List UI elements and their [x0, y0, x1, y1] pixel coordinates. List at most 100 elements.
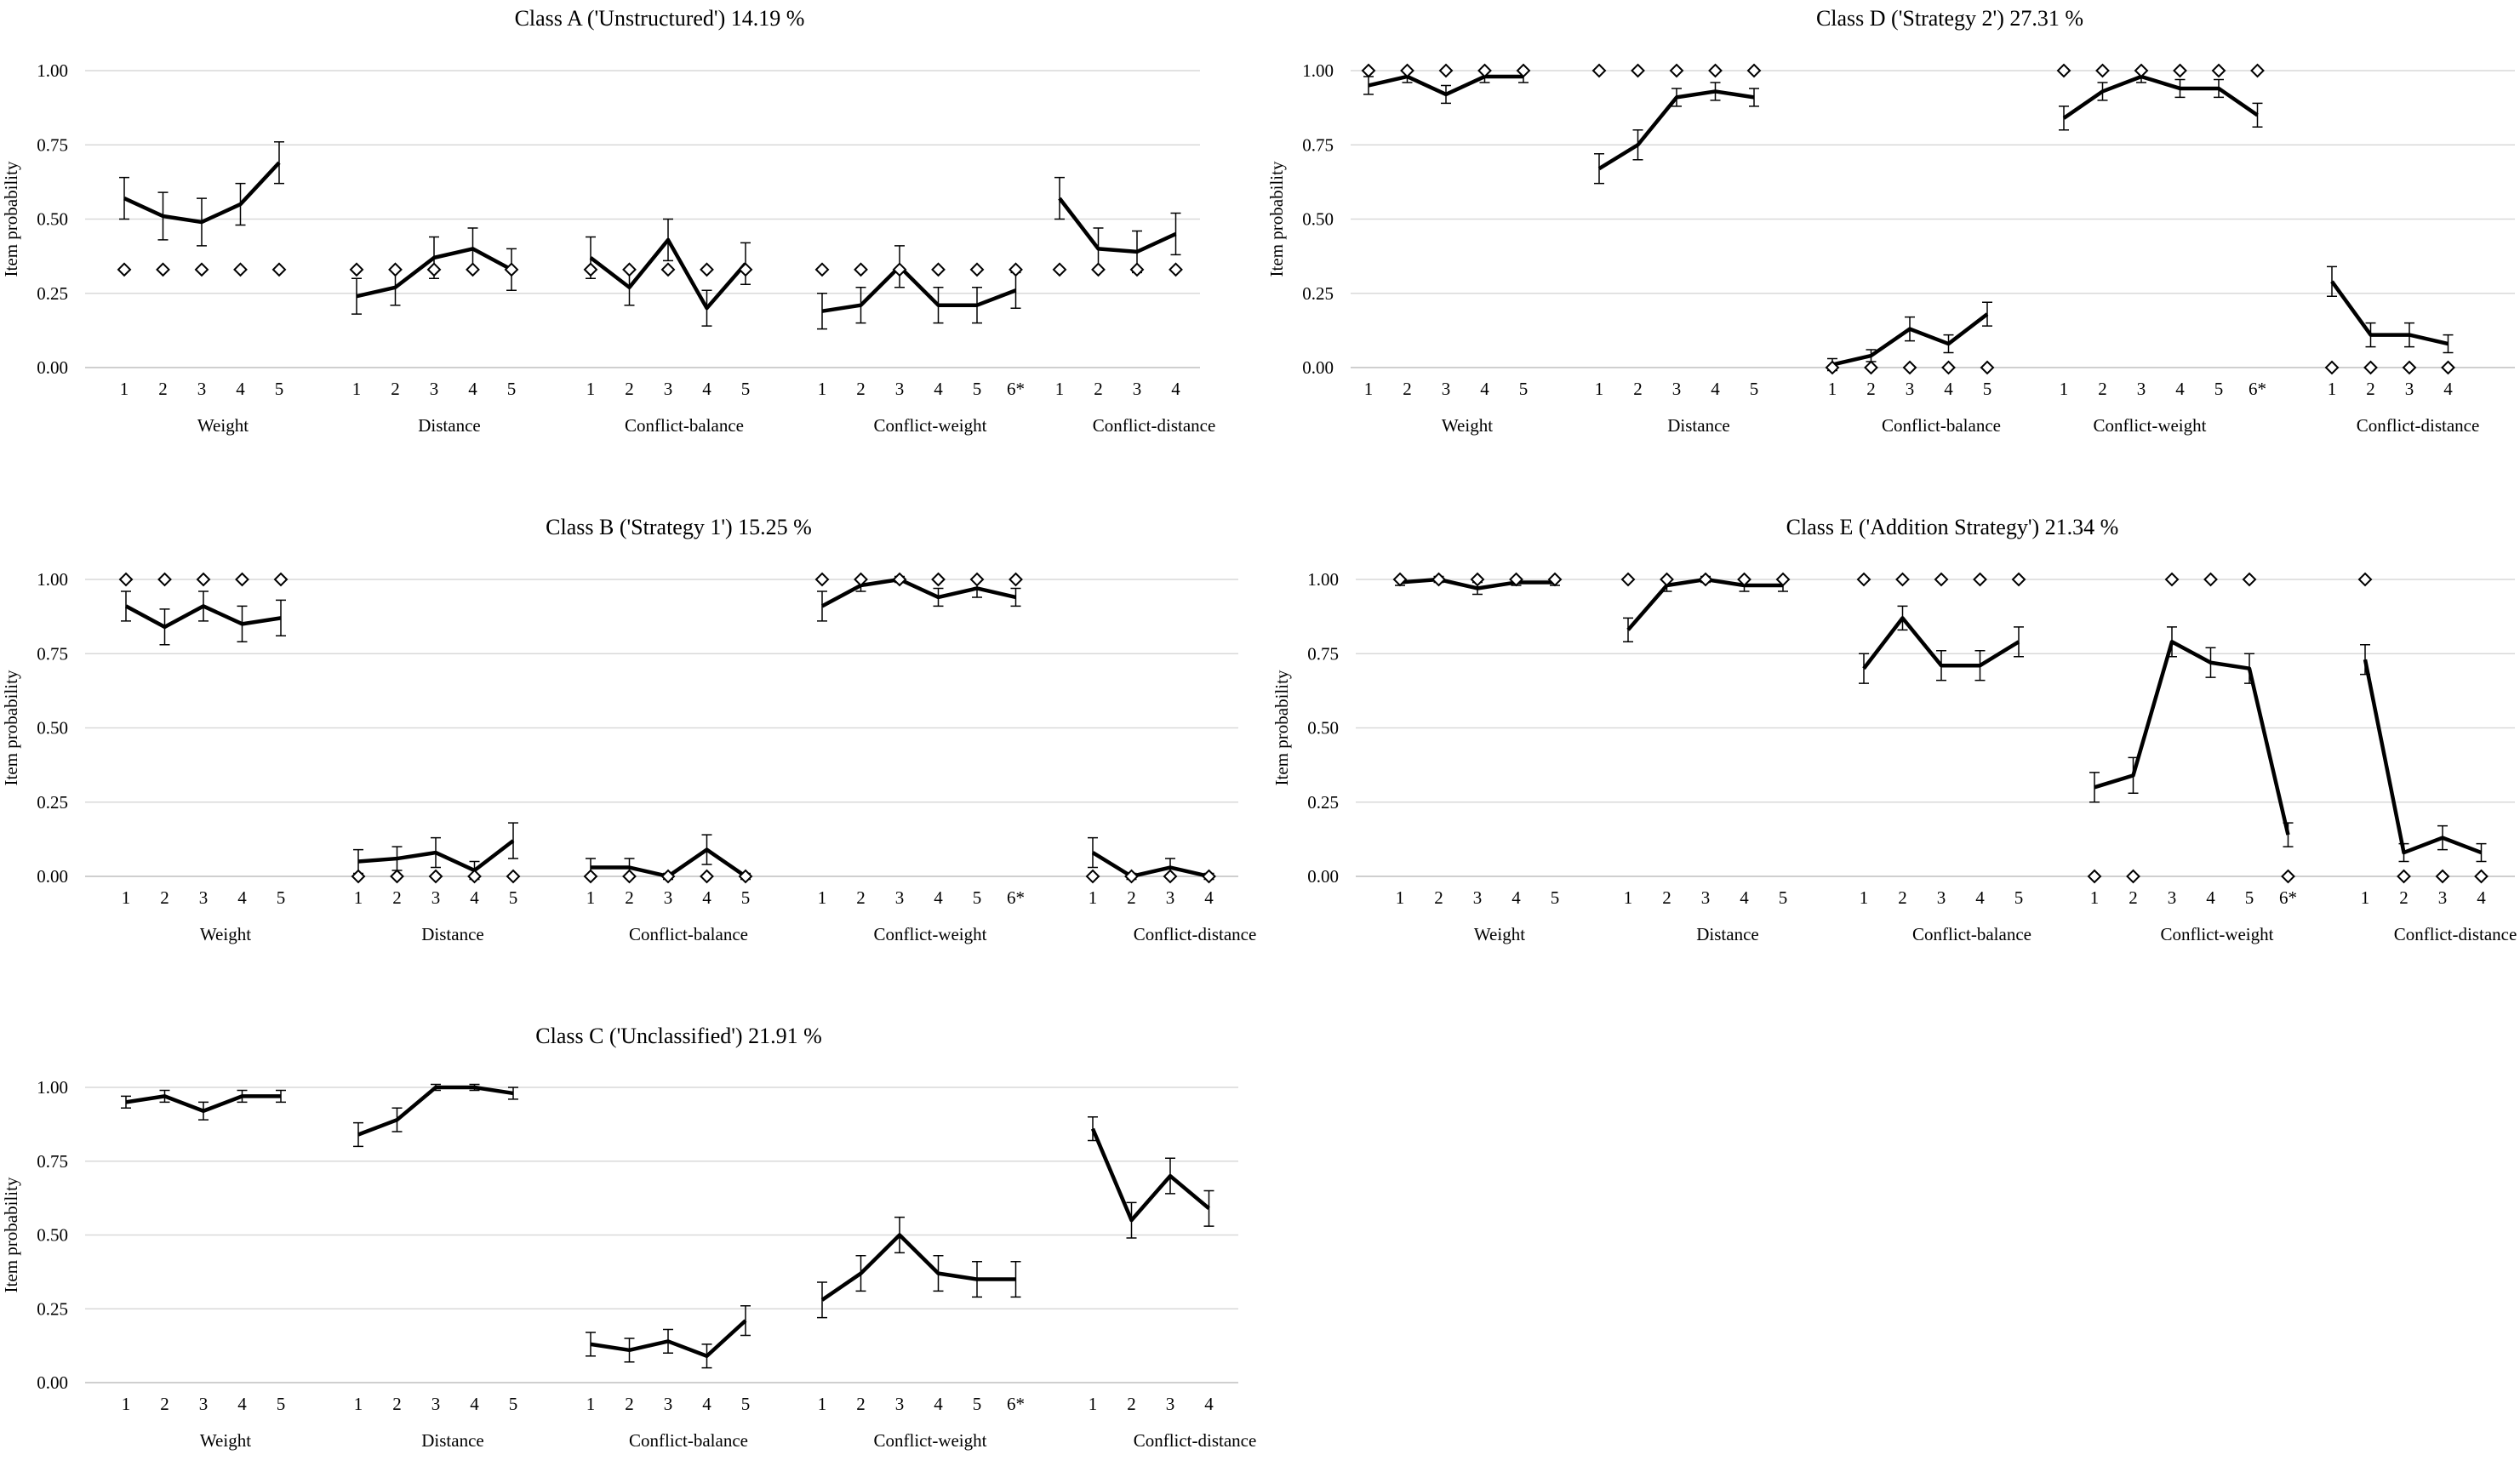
x-tick-label: 2 [2399, 887, 2409, 908]
expected-marker [814, 262, 830, 277]
series-line [1626, 577, 1783, 631]
expected-marker [1708, 63, 1723, 78]
x-tick-label: 2 [158, 379, 168, 399]
expected-marker [2173, 63, 2187, 78]
x-tick-label: 2 [1403, 379, 1412, 399]
expected-marker [1052, 262, 1067, 277]
group-label: Weight [197, 415, 249, 436]
x-tick-label: 2 [1127, 887, 1136, 908]
y-tick-label: 0.00 [37, 1372, 68, 1393]
expected-marker [390, 869, 404, 884]
x-tick-label: 3 [664, 887, 673, 908]
y-tick-label: 0.50 [37, 718, 68, 739]
expected-marker [2474, 869, 2489, 884]
series-line [1090, 1127, 1210, 1223]
x-tick-label: 3 [1937, 887, 1946, 908]
group-label: Distance [1667, 415, 1729, 436]
expected-marker [1902, 360, 1917, 375]
series-line [1862, 616, 2020, 670]
series-conflict-distance: 1 2 3 4 Conflict-distance [1085, 836, 1257, 944]
series-weight: 1 2 3 4 5 Weight [1392, 572, 1563, 944]
x-tick-label: 1 [120, 379, 129, 399]
series-line [125, 1094, 281, 1114]
x-tick-label: 2 [856, 887, 866, 908]
expected-marker [466, 262, 480, 277]
chart-title: Class B ('Strategy 1') 15.25 % [546, 515, 812, 539]
x-tick-label: 4 [1944, 379, 1953, 399]
series-conflict-distance: 1 2 3 4 Conflict-distance [1088, 1115, 1256, 1451]
expected-marker [1591, 63, 1607, 78]
group-label: Conflict-distance [1134, 924, 1257, 944]
x-tick-label: 1 [1089, 1394, 1098, 1414]
x-tick-label: 3 [664, 379, 673, 399]
y-tick-label: 0.75 [37, 643, 68, 664]
x-tick-label: 3 [431, 887, 441, 908]
series-line [357, 1085, 514, 1137]
expected-marker [931, 262, 946, 277]
x-tick-label: 3 [2137, 379, 2146, 399]
x-tick-label: 5 [741, 1394, 751, 1414]
series-conflict-weight: 1 2 3 4 5 6*Conflict-weight [2087, 572, 2297, 944]
series-weight: 1 2 3 4 5 Weight [118, 572, 289, 944]
x-tick-label: 4 [2443, 379, 2453, 399]
x-tick-label: 2 [1094, 379, 1103, 399]
expected-marker [2324, 360, 2340, 375]
expected-marker [2357, 572, 2373, 587]
expected-marker [351, 869, 366, 884]
group-label: Conflict-distance [2357, 415, 2480, 436]
error-bar [2327, 265, 2337, 297]
expected-marker [1169, 262, 1183, 277]
chart-title: Class A ('Unstructured') 14.19 % [515, 6, 805, 31]
x-tick-label: 4 [1204, 887, 1214, 908]
series-conflict-weight: 1 2 3 4 5 6*Conflict-weight [817, 1216, 1025, 1451]
expected-marker [1470, 572, 1485, 587]
x-tick-label: 3 [1166, 1394, 1175, 1414]
group-label: Weight [1442, 415, 1493, 436]
series-line [1399, 577, 1555, 590]
series-line [2062, 74, 2259, 120]
x-tick-label: 2 [1866, 379, 1876, 399]
expected-marker [1431, 572, 1446, 587]
x-tick-label: 4 [470, 1394, 479, 1414]
expected-marker [2281, 869, 2295, 884]
chart-title: Class E ('Addition Strategy') 21.34 % [1786, 515, 2119, 539]
series-line [123, 161, 281, 225]
x-tick-label: 3 [199, 887, 209, 908]
expected-marker [233, 262, 248, 277]
expected-marker [1085, 869, 1100, 884]
group-label: Conflict-weight [2161, 924, 2274, 944]
expected-marker [1202, 869, 1216, 884]
y-axis-label: Item probability [1266, 161, 1287, 277]
series-weight: 1 2 3 4 5 Weight [117, 141, 287, 436]
x-tick-label: 3 [197, 379, 207, 399]
group-label: Conflict-weight [874, 924, 987, 944]
x-tick-label: 4 [1975, 887, 1985, 908]
x-tick-label: 3 [1906, 379, 1915, 399]
x-tick-label: 3 [2168, 887, 2177, 908]
y-tick-label: 0.00 [1307, 866, 1339, 887]
group-label: Conflict-balance [625, 415, 744, 436]
expected-marker [2164, 572, 2180, 587]
group-label: Conflict-weight [874, 1430, 987, 1451]
expected-marker [1973, 572, 1987, 587]
group-label: Distance [421, 1430, 483, 1451]
x-tick-label: 5 [973, 1394, 982, 1414]
expected-marker [892, 262, 907, 277]
y-tick-label: 0.50 [1307, 718, 1339, 739]
expected-marker [1361, 63, 1376, 78]
x-tick-label: 5 [277, 887, 286, 908]
x-tick-label: 4 [702, 887, 711, 908]
series-conflict-weight: 1 2 3 4 5 6*Conflict-weight [814, 245, 1025, 436]
expected-marker [1941, 360, 1956, 375]
series-conflict-weight: 1 2 3 4 5 6*Conflict-weight [2056, 63, 2266, 436]
expected-marker [1516, 63, 1531, 78]
x-tick-label: 3 [895, 1394, 905, 1414]
expected-marker [156, 262, 170, 277]
x-tick-label: 2 [391, 379, 400, 399]
x-tick-label: 2 [2366, 379, 2375, 399]
expected-marker [117, 262, 132, 277]
series-conflict-distance: 1 2 3 4 Conflict-distance [2357, 572, 2517, 944]
chart-panel-4: Class E ('Addition Strategy') 21.34 % 0.0… [1271, 515, 2517, 944]
x-tick-label: 3 [431, 1394, 441, 1414]
